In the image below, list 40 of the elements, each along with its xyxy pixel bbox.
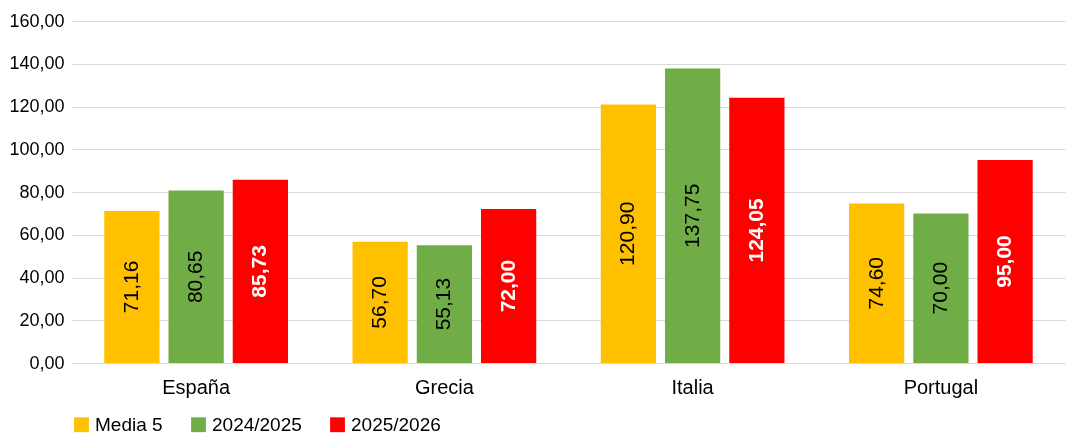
x-tick-label: Portugal [903, 375, 979, 398]
bar [480, 209, 537, 363]
data-label: 72,00 [495, 259, 519, 313]
bar [104, 210, 160, 363]
bar [232, 179, 288, 363]
bar [849, 203, 905, 363]
y-tick-label: 60,00 [19, 224, 65, 245]
y-tick-label: 20,00 [19, 309, 65, 330]
data-label: 56,70 [367, 276, 391, 329]
data-label: 95,00 [992, 235, 1016, 288]
data-label: 71,16 [118, 260, 142, 314]
bar [600, 104, 657, 363]
x-tick-label: Italia [671, 375, 715, 398]
x-tick-label: España [162, 375, 231, 398]
bar [352, 241, 408, 363]
y-tick-label: 160,00 [9, 10, 65, 31]
bar [416, 245, 472, 363]
y-tick-label: 40,00 [19, 267, 65, 287]
bar [913, 213, 969, 363]
y-tick-label: 140,00 [9, 53, 65, 74]
x-tick-label: Grecia [414, 375, 475, 398]
y-tick-label: 80,00 [19, 181, 65, 202]
data-label: 124,05 [743, 197, 767, 263]
data-label: 85,73 [247, 245, 271, 298]
data-label: 120,90 [615, 201, 639, 266]
bar [977, 159, 1033, 363]
data-label: 137,75 [679, 183, 703, 248]
data-label: 74,60 [863, 256, 887, 310]
y-tick-label: 0,00 [29, 352, 65, 373]
data-label: 70,00 [927, 261, 951, 315]
bar [729, 97, 785, 363]
bar [168, 190, 224, 363]
legend-label: 2025/2026 [351, 413, 441, 435]
legend-label: 2024/2025 [212, 413, 302, 435]
legend-label: Media 5 [95, 413, 163, 435]
y-tick-label: 100,00 [9, 138, 65, 159]
bar [665, 68, 721, 363]
y-tick-label: 120,00 [9, 96, 65, 116]
data-label: 80,65 [183, 250, 207, 304]
data-label: 55,13 [431, 277, 455, 331]
